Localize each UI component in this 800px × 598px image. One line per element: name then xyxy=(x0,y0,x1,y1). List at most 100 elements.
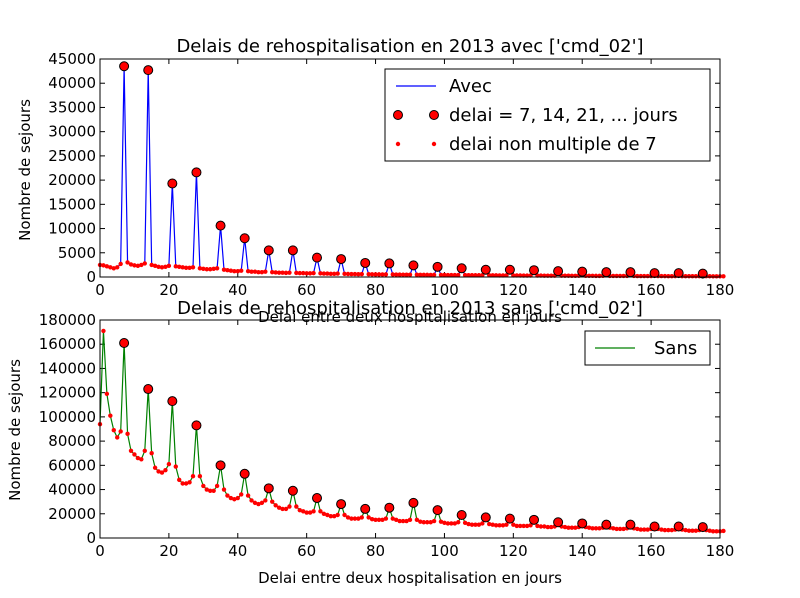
top-point-multiple-7 xyxy=(408,260,419,271)
bottom-point-non-multiple xyxy=(562,524,568,530)
top-x-tick-label: 160 xyxy=(637,281,666,299)
top-point-non-multiple xyxy=(225,268,230,273)
top-point-non-multiple xyxy=(221,267,227,272)
top-point-non-multiple xyxy=(369,272,375,277)
top-point-non-multiple xyxy=(442,272,447,278)
top-point-multiple-7 xyxy=(360,257,371,268)
bottom-point-non-multiple xyxy=(442,520,447,526)
bottom-point-non-multiple xyxy=(232,497,237,502)
top-point-non-multiple xyxy=(180,265,185,270)
top-x-tick-label: 20 xyxy=(159,281,178,299)
legend-nonmultiple-marker-2 xyxy=(431,141,437,147)
top-point-non-multiple xyxy=(307,271,313,276)
top-point-non-multiple xyxy=(245,268,251,274)
bottom-point-non-multiple xyxy=(404,518,409,524)
bottom-point-multiple-7 xyxy=(191,420,202,431)
bottom-point-non-multiple xyxy=(480,521,485,526)
top-point-non-multiple xyxy=(125,260,130,265)
top-point-multiple-7 xyxy=(432,261,443,272)
top-point-non-multiple xyxy=(301,270,306,276)
top-point-non-multiple xyxy=(280,270,285,275)
bottom-point-non-multiple xyxy=(535,523,540,529)
bottom-point-non-multiple xyxy=(590,526,595,531)
top-point-non-multiple xyxy=(177,264,182,270)
bottom-point-non-multiple xyxy=(180,481,185,486)
bottom-point-non-multiple xyxy=(163,467,168,473)
top-point-non-multiple xyxy=(187,265,192,270)
bottom-point-non-multiple xyxy=(366,515,371,520)
bottom-point-non-multiple xyxy=(111,428,116,433)
bottom-subplot: Delais de rehospitalisation en 2013 sans… xyxy=(6,298,734,587)
top-point-non-multiple xyxy=(232,268,237,274)
bottom-point-multiple-7 xyxy=(456,509,467,520)
top-point-multiple-7 xyxy=(673,268,684,279)
bottom-point-multiple-7 xyxy=(360,503,371,514)
top-point-non-multiple xyxy=(356,271,361,277)
bottom-point-non-multiple xyxy=(462,520,468,526)
bottom-point-non-multiple xyxy=(108,413,113,418)
bottom-point-non-multiple xyxy=(201,483,206,489)
bottom-point-non-multiple xyxy=(669,527,674,533)
bottom-point-non-multiple xyxy=(407,517,413,523)
top-point-non-multiple xyxy=(166,263,172,269)
bottom-point-non-multiple xyxy=(214,483,220,489)
top-point-non-multiple xyxy=(149,262,154,268)
top-y-tick-label: 10000 xyxy=(48,220,96,238)
top-point-non-multiple xyxy=(249,269,254,274)
bottom-point-non-multiple xyxy=(125,431,130,437)
top-point-non-multiple xyxy=(214,266,220,271)
top-point-non-multiple xyxy=(445,272,451,278)
top-x-axis-label: Delai entre deux hospitalisation en jour… xyxy=(258,308,562,326)
bottom-point-non-multiple xyxy=(476,522,482,527)
top-x-tick-label: 180 xyxy=(706,281,735,299)
bottom-y-tick-label: 120000 xyxy=(39,384,96,402)
bottom-point-non-multiple xyxy=(245,493,251,498)
bottom-x-tick-label: 20 xyxy=(159,542,178,560)
bottom-point-non-multiple xyxy=(283,506,289,512)
top-x-tick-label: 140 xyxy=(568,281,597,299)
bottom-point-multiple-7 xyxy=(529,514,539,525)
bottom-point-non-multiple xyxy=(156,469,161,474)
legend-avec-label: Avec xyxy=(449,76,492,97)
top-y-tick-label: 30000 xyxy=(48,123,96,141)
bottom-point-non-multiple xyxy=(256,501,261,507)
top-point-non-multiple xyxy=(349,271,354,277)
bottom-point-non-multiple xyxy=(466,521,471,527)
top-point-non-multiple xyxy=(239,268,244,273)
bottom-point-non-multiple xyxy=(369,517,375,522)
top-point-non-multiple xyxy=(373,272,378,277)
bottom-point-non-multiple xyxy=(166,461,172,467)
bottom-point-non-multiple xyxy=(221,487,227,492)
bottom-point-non-multiple xyxy=(666,527,671,533)
bottom-point-non-multiple xyxy=(394,517,399,523)
bottom-x-tick-label: 160 xyxy=(637,542,666,560)
bottom-point-non-multiple xyxy=(335,512,340,518)
bottom-point-non-multiple xyxy=(280,506,285,512)
top-point-non-multiple xyxy=(428,272,433,278)
bottom-point-non-multiple xyxy=(497,523,502,528)
bottom-point-non-multiple xyxy=(614,526,619,532)
bottom-point-non-multiple xyxy=(270,499,275,504)
top-point-non-multiple xyxy=(418,272,423,277)
top-point-non-multiple xyxy=(104,264,110,269)
top-subplot: Delais de rehospitalisation en 2013 avec… xyxy=(16,36,734,326)
top-point-non-multiple xyxy=(721,274,726,279)
bottom-x-axis-label: Delai entre deux hospitalisation en jour… xyxy=(258,569,562,587)
bottom-point-non-multiple xyxy=(301,509,306,514)
top-point-non-multiple xyxy=(394,272,399,277)
legend-multiple7-label: delai = 7, 14, 21, ... jours xyxy=(449,105,678,126)
top-point-non-multiple xyxy=(476,273,482,278)
top-point-multiple-7 xyxy=(384,258,395,269)
top-y-tick-label: 5000 xyxy=(58,244,96,262)
top-point-non-multiple xyxy=(487,273,492,278)
top-point-non-multiple xyxy=(297,270,302,276)
bottom-point-non-multiple xyxy=(359,515,364,520)
bottom-point-non-multiple xyxy=(142,448,147,453)
bottom-point-non-multiple xyxy=(380,517,385,523)
bottom-point-non-multiple xyxy=(152,465,158,470)
bottom-point-non-multiple xyxy=(662,527,668,533)
bottom-point-non-multiple xyxy=(235,495,240,501)
top-point-multiple-7 xyxy=(143,65,154,76)
bottom-point-non-multiple xyxy=(376,517,382,523)
top-point-multiple-7 xyxy=(263,245,274,256)
